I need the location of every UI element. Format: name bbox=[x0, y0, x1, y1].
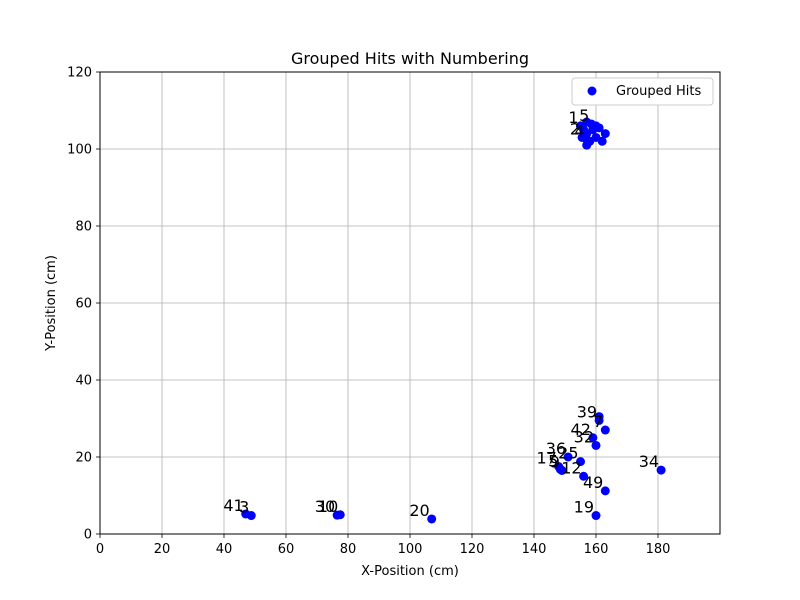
point-label: 4 bbox=[575, 121, 585, 140]
point-label: 41 bbox=[223, 496, 243, 515]
x-axis-label: X-Position (cm) bbox=[361, 564, 459, 579]
point-label: 32 bbox=[574, 427, 594, 446]
point-label: 20 bbox=[409, 501, 429, 520]
data-point bbox=[656, 465, 666, 475]
data-points bbox=[241, 117, 666, 524]
y-tick-label: 20 bbox=[75, 451, 92, 466]
data-point bbox=[600, 425, 610, 435]
legend-box bbox=[571, 77, 714, 106]
point-label: 30 bbox=[315, 497, 335, 516]
point-label: 42 bbox=[571, 420, 591, 439]
legend-entry-label: Grouped Hits bbox=[616, 84, 701, 99]
x-tick-label: 100 bbox=[398, 542, 423, 557]
data-point bbox=[563, 452, 573, 462]
point-label: 10 bbox=[318, 497, 338, 516]
point-label: 17 bbox=[536, 449, 556, 468]
point-label: 2 bbox=[570, 119, 580, 138]
point-label: 1 bbox=[568, 108, 578, 127]
data-point bbox=[557, 465, 567, 475]
point-label: 5 bbox=[579, 106, 589, 125]
x-tick-label: 80 bbox=[340, 542, 357, 557]
x-tick-label: 120 bbox=[460, 542, 485, 557]
point-label: 3 bbox=[239, 498, 249, 517]
point-label: 25 bbox=[558, 444, 578, 463]
point-label: 49 bbox=[583, 473, 603, 492]
y-tick-label: 0 bbox=[84, 528, 92, 543]
point-label: 7 bbox=[593, 412, 603, 431]
data-point bbox=[427, 514, 437, 524]
data-point bbox=[591, 440, 601, 450]
y-tick-label: 100 bbox=[67, 143, 92, 158]
data-point bbox=[576, 457, 585, 467]
x-tick-label: 160 bbox=[584, 542, 609, 557]
y-axis-ticks: 0 20 40 60 80 100 120 bbox=[67, 66, 100, 543]
legend-marker bbox=[587, 86, 597, 96]
data-point bbox=[591, 511, 601, 521]
point-label: 12 bbox=[561, 458, 581, 477]
x-tick-label: 140 bbox=[522, 542, 547, 557]
point-label: 36 bbox=[546, 439, 566, 458]
x-tick-label: 60 bbox=[278, 542, 295, 557]
x-tick-label: 40 bbox=[216, 542, 233, 557]
data-point bbox=[594, 412, 604, 422]
y-tick-label: 80 bbox=[75, 220, 92, 235]
x-axis-ticks: 0 20 40 60 80 100 120 140 160 180 bbox=[96, 534, 671, 557]
y-axis-label: Y-Position (cm) bbox=[44, 255, 59, 352]
data-point bbox=[246, 511, 256, 521]
data-point bbox=[579, 471, 589, 481]
point-label: 39 bbox=[577, 402, 597, 421]
point-label: 5 bbox=[548, 451, 558, 470]
chart-title: Grouped Hits with Numbering bbox=[291, 49, 529, 68]
point-label: 19 bbox=[574, 498, 594, 517]
x-tick-label: 20 bbox=[154, 542, 171, 557]
data-point bbox=[600, 486, 610, 496]
x-tick-label: 180 bbox=[646, 542, 671, 557]
y-tick-label: 40 bbox=[75, 374, 92, 389]
point-label: 34 bbox=[639, 452, 659, 471]
x-tick-label: 0 bbox=[96, 542, 104, 557]
data-point bbox=[335, 510, 345, 520]
data-point bbox=[597, 136, 607, 146]
data-point bbox=[588, 433, 598, 443]
legend: Grouped Hits bbox=[571, 77, 714, 106]
data-point bbox=[594, 123, 604, 133]
point-label: 9 bbox=[550, 452, 560, 471]
y-tick-label: 60 bbox=[75, 297, 92, 312]
y-tick-label: 120 bbox=[67, 66, 92, 81]
data-point bbox=[600, 129, 610, 139]
